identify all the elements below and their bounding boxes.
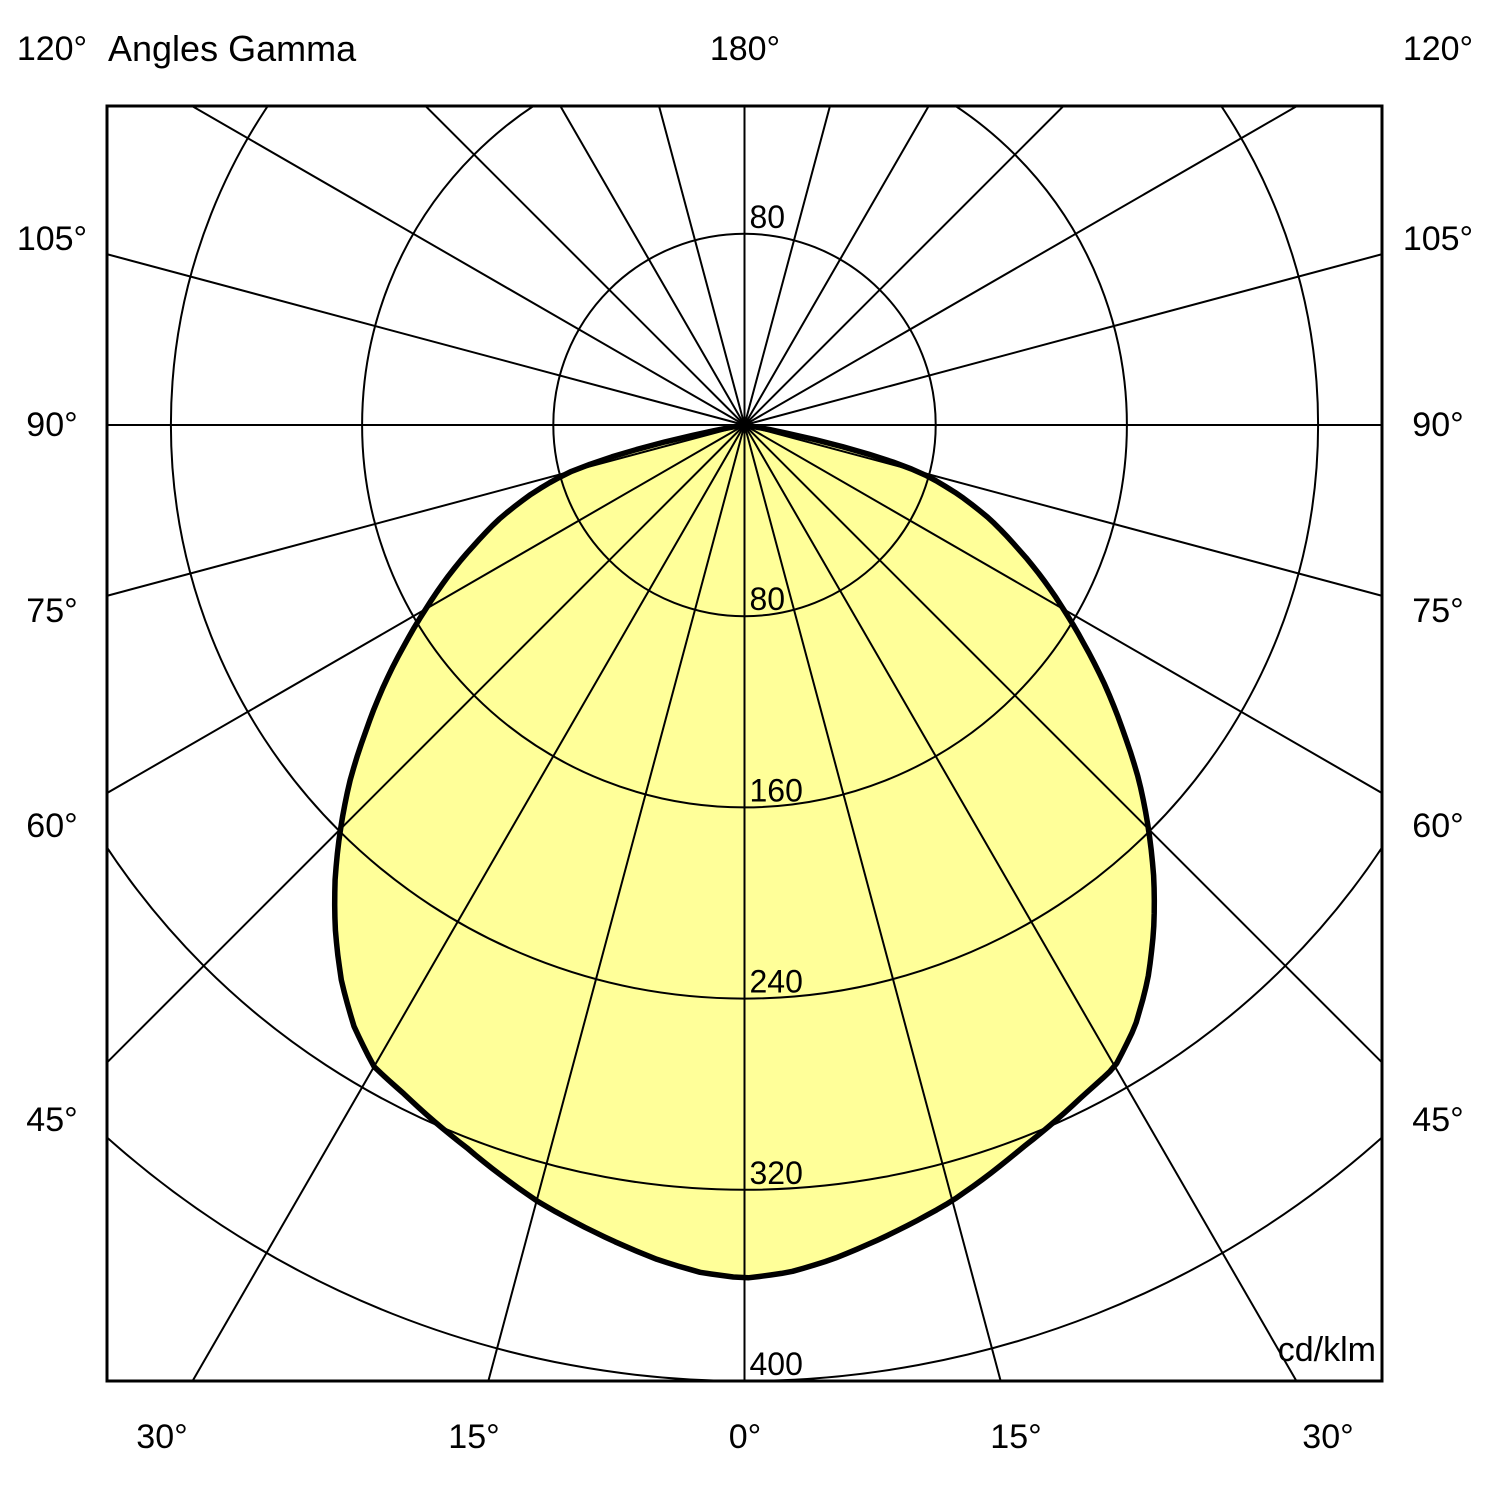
gamma-ray-135: [743, 106, 1065, 426]
gamma-ray-315: [107, 424, 746, 1064]
gamma-label-right-45: 45°: [1412, 1101, 1464, 1139]
gamma-ray-150: [743, 106, 930, 426]
gamma-ray-45: [743, 424, 1382, 1064]
gamma-label-top-center: 180°: [709, 30, 781, 68]
radial-tick-label-400: 400: [750, 1346, 803, 1382]
intensity-curve-outline: [331, 422, 1158, 1281]
gamma-ray-165: [743, 106, 832, 426]
radial-tick-label-80: 80: [750, 581, 786, 617]
gamma-label-left-90: 90°: [26, 406, 78, 444]
gamma-ray-30: [743, 424, 1298, 1381]
gamma-label-left-45: 45°: [26, 1101, 78, 1139]
gamma-ray-345: [487, 424, 746, 1381]
gamma-ray-210: [559, 106, 746, 426]
gamma-label-right-75: 75°: [1412, 592, 1464, 630]
gamma-label-bottom-30l: 30°: [136, 1418, 188, 1456]
gamma-label-bottom-0: 0°: [728, 1418, 762, 1456]
gamma-label-left-60: 60°: [26, 807, 78, 845]
gamma-label-right-90: 90°: [1412, 406, 1464, 444]
radial-tick-label-240: 240: [750, 964, 803, 1000]
gamma-ray-15: [743, 424, 1002, 1381]
gamma-ray-120: [743, 106, 1300, 426]
gamma-ray-225: [424, 106, 746, 426]
gamma-label-bottom-15r: 15°: [990, 1418, 1042, 1456]
gamma-ray-60: [743, 424, 1382, 795]
gamma-ray-255: [107, 253, 745, 426]
radial-tick-label-320: 320: [750, 1155, 803, 1191]
gamma-ray-195: [657, 106, 746, 426]
gamma-label-top-left: 120°: [16, 30, 88, 68]
gamma-label-left-75: 75°: [26, 592, 78, 630]
gamma-ray-285: [107, 424, 745, 597]
gamma-label-bottom-30r: 30°: [1302, 1418, 1354, 1456]
gamma-label-bottom-15l: 15°: [448, 1418, 500, 1456]
chart-title: Angles Gamma: [108, 28, 357, 69]
gamma-ray-330: [191, 424, 746, 1381]
radial-tick-label-top-80: 80: [750, 199, 786, 235]
gamma-label-top-right: 120°: [1402, 30, 1474, 68]
gamma-label-left-105: 105°: [16, 220, 88, 258]
gamma-label-right-60: 60°: [1412, 807, 1464, 845]
gamma-label-right-105: 105°: [1402, 220, 1474, 258]
gamma-ray-300: [107, 424, 745, 795]
unit-label: cd/klm: [1277, 1331, 1376, 1369]
radial-tick-label-160: 160: [750, 772, 803, 808]
gamma-ray-240: [189, 106, 745, 426]
plot-border: [105, 104, 1384, 1383]
gamma-ray-75: [744, 424, 1382, 597]
gamma-ray-105: [744, 253, 1382, 426]
